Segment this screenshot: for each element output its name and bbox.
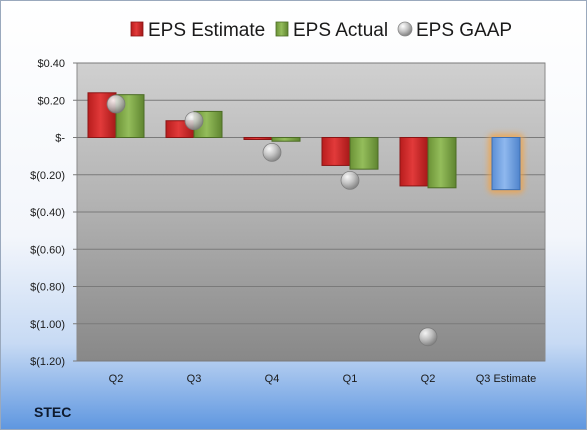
ticker-label: STEC bbox=[34, 404, 71, 420]
eps-estimate-bar bbox=[399, 137, 429, 187]
eps-actual-bar bbox=[271, 137, 301, 142]
y-tick-label: $0.40 bbox=[37, 58, 65, 70]
x-category-label: Q3 bbox=[187, 373, 202, 385]
x-axis: Q2 Q3 Q4 Q1 Q2 Q3 Estimate bbox=[109, 373, 537, 385]
eps-actual-bar bbox=[349, 137, 379, 170]
y-tick-label: $(0.40) bbox=[30, 207, 65, 219]
y-tick-label: $(0.80) bbox=[30, 282, 65, 294]
eps-gaap-legend-icon bbox=[397, 21, 413, 37]
x-category-label: Q2 bbox=[109, 373, 124, 385]
eps-estimate-legend-icon bbox=[130, 21, 144, 37]
x-category-label: Q2 bbox=[421, 373, 436, 385]
eps-actual-legend-icon bbox=[275, 21, 289, 37]
y-tick-label: $(0.60) bbox=[30, 244, 65, 256]
y-tick-label: $- bbox=[55, 133, 65, 145]
legend-label: EPS GAAP bbox=[416, 20, 512, 41]
eps-gaap-marker bbox=[184, 111, 204, 131]
y-tick-label: $0.20 bbox=[37, 95, 65, 107]
gaap-markers bbox=[106, 94, 438, 347]
q3-estimate-bar bbox=[491, 137, 521, 191]
y-axis: $0.40 $0.20 $- $(0.20) $(0.40) $(0.60) $(0.80)… bbox=[30, 58, 77, 368]
y-tick-label: $(1.20) bbox=[30, 356, 65, 368]
x-category-label: Q3 Estimate bbox=[476, 373, 537, 385]
y-tick-label: $(1.00) bbox=[30, 319, 65, 331]
eps-gaap-marker bbox=[340, 170, 360, 190]
y-tick-label: $(0.20) bbox=[30, 170, 65, 182]
x-category-label: Q4 bbox=[265, 373, 280, 385]
legend-label: EPS Estimate bbox=[148, 20, 265, 41]
eps-gaap-marker bbox=[418, 327, 438, 347]
eps-actual-bar bbox=[427, 137, 457, 189]
eps-estimate-bar bbox=[243, 137, 273, 140]
eps-estimate-bar bbox=[321, 137, 351, 166]
gridlines bbox=[77, 62, 545, 362]
eps-gaap-marker bbox=[106, 94, 126, 114]
x-category-label: Q1 bbox=[343, 373, 358, 385]
legend: EPS Estimate EPS Actual EPS GAAP bbox=[130, 20, 512, 41]
legend-label: EPS Actual bbox=[293, 20, 388, 41]
eps-gaap-marker bbox=[262, 142, 282, 162]
